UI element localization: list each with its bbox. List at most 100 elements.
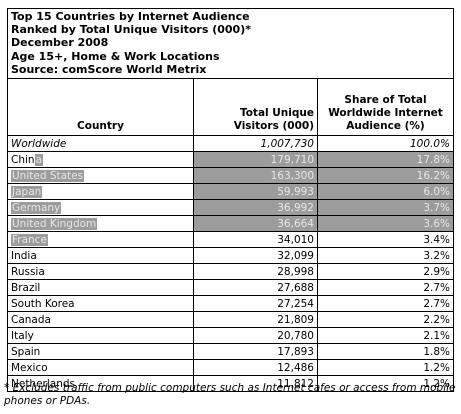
visitors-cell: 179,710 [193,151,318,169]
country-cell: India [7,247,194,265]
country-cell: Germany [7,199,194,217]
country-cell: United States [7,167,194,185]
share-value: 3.4% [423,233,451,246]
country-cell: South Korea [7,295,194,313]
visitors-value: 17,893 [277,345,314,358]
table-row: South Korea 27,254 2.7% [7,295,455,313]
share-value: 16.2% [416,169,451,182]
share-value: 100.0% [409,137,451,150]
share-cell: 16.2% [316,167,455,185]
visitors-value: 12,486 [277,361,314,374]
table-row: Mexico 12,486 1.2% [7,359,455,377]
visitors-cell: 163,300 [193,167,318,185]
table-row: Canada 21,809 2.2% [7,311,455,329]
visitors-value: 32,099 [277,249,314,262]
country-name: Spain [11,345,41,358]
table-row: Russia 28,998 2.9% [7,263,455,281]
visitors-value: 1,007,730 [260,137,314,150]
country-cell: United Kingdom [7,215,194,233]
country-name: Russia [11,265,45,278]
visitors-value: 59,993 [277,185,314,198]
share-cell: 1.2% [316,359,455,377]
table-row: United States 163,300 16.2% [7,167,455,185]
country-name: Mexico [11,361,48,374]
visitors-value: 27,254 [277,297,314,310]
visitors-value: 34,010 [277,233,314,246]
share-value: 2.7% [423,281,451,294]
table-row: Netherlands 11,812 1.2% [7,375,455,393]
share-cell: 3.7% [316,199,455,217]
visitors-cell: 36,664 [193,215,318,233]
share-value: 3.2% [423,249,451,262]
share-value: 1.2% [423,361,451,374]
visitors-cell: 17,893 [193,343,318,361]
share-cell: 17.8% [316,151,455,169]
visitors-value: 27,688 [277,281,314,294]
share-value: 2.7% [423,297,451,310]
share-cell: 2.7% [316,295,455,313]
country-column-header: Country [7,78,194,137]
country-name: Japan [11,185,43,198]
table-row: United Kingdom 36,664 3.6% [7,215,455,233]
share-value: 1.2% [423,377,451,390]
share-value: 3.7% [423,201,451,214]
share-value: 1.8% [423,345,451,358]
visitors-cell: 59,993 [193,183,318,201]
country-cell: Spain [7,343,194,361]
title-line: Top 15 Countries by Internet Audience [11,10,250,23]
share-column-header: Share of Total Worldwide Internet Audien… [316,78,455,137]
visitors-cell: 21,809 [193,311,318,329]
share-cell: 100.0% [316,135,455,153]
table-row: China 179,710 17.8% [7,151,455,169]
share-cell: 6.0% [316,183,455,201]
visitors-cell: 32,099 [193,247,318,265]
visitors-cell: 12,486 [193,359,318,377]
share-cell: 3.4% [316,231,455,249]
share-cell: 1.8% [316,343,455,361]
share-cell: 3.6% [316,215,455,233]
visitors-value: 36,992 [277,201,314,214]
table-row: Brazil 27,688 2.7% [7,279,455,297]
visitors-value: 28,998 [277,265,314,278]
country-name: France [11,233,48,246]
country-cell: Worldwide [7,135,194,153]
footnote: * Excludes traffic from public computers… [4,382,456,407]
table-row: France 34,010 3.4% [7,231,455,249]
visitors-value: 163,300 [270,169,314,182]
share-value: 17.8% [416,153,451,166]
table-row: Japan 59,993 6.0% [7,183,455,201]
country-name: Germany [11,201,62,214]
visitors-cell: 28,998 [193,263,318,281]
country-name: Worldwide [11,137,67,150]
share-cell: 2.2% [316,311,455,329]
title-line: Ranked by Total Unique Visitors (000)* [11,23,251,37]
visitors-cell: 27,688 [193,279,318,297]
share-value: 2.2% [423,313,451,326]
country-name: South Korea [11,297,75,310]
title-line: Source: comScore World Metrix [11,62,207,76]
share-cell: 1.2% [316,375,455,393]
country-name: Canada [11,313,51,326]
country-cell: Netherlands [7,375,194,393]
share-cell: 2.9% [316,263,455,281]
visitors-value: 11,812 [277,377,314,390]
audience-table-container: Top 15 Countries by Internet Audience Ra… [6,7,455,393]
column-header-row: Country Total Unique Visitors (000) Shar… [7,78,455,137]
country-cell: Italy [7,327,194,345]
share-cell: 3.2% [316,247,455,265]
share-value: 3.6% [423,217,451,230]
country-cell: Japan [7,183,194,201]
country-name: United States [11,169,85,182]
country-name: China [11,153,43,166]
visitors-value: 21,809 [277,313,314,326]
visitors-cell: 36,992 [193,199,318,217]
country-cell: Canada [7,311,194,329]
visitors-cell: 34,010 [193,231,318,249]
country-name: Brazil [11,281,41,294]
country-cell: Mexico [7,359,194,377]
country-cell: China [7,151,194,169]
country-name: Netherlands [11,377,76,390]
table-row: Worldwide 1,007,730 100.0% [7,135,455,153]
country-name: India [11,249,37,262]
table-title: Top 15 Countries by Internet Audience Ra… [6,7,455,80]
